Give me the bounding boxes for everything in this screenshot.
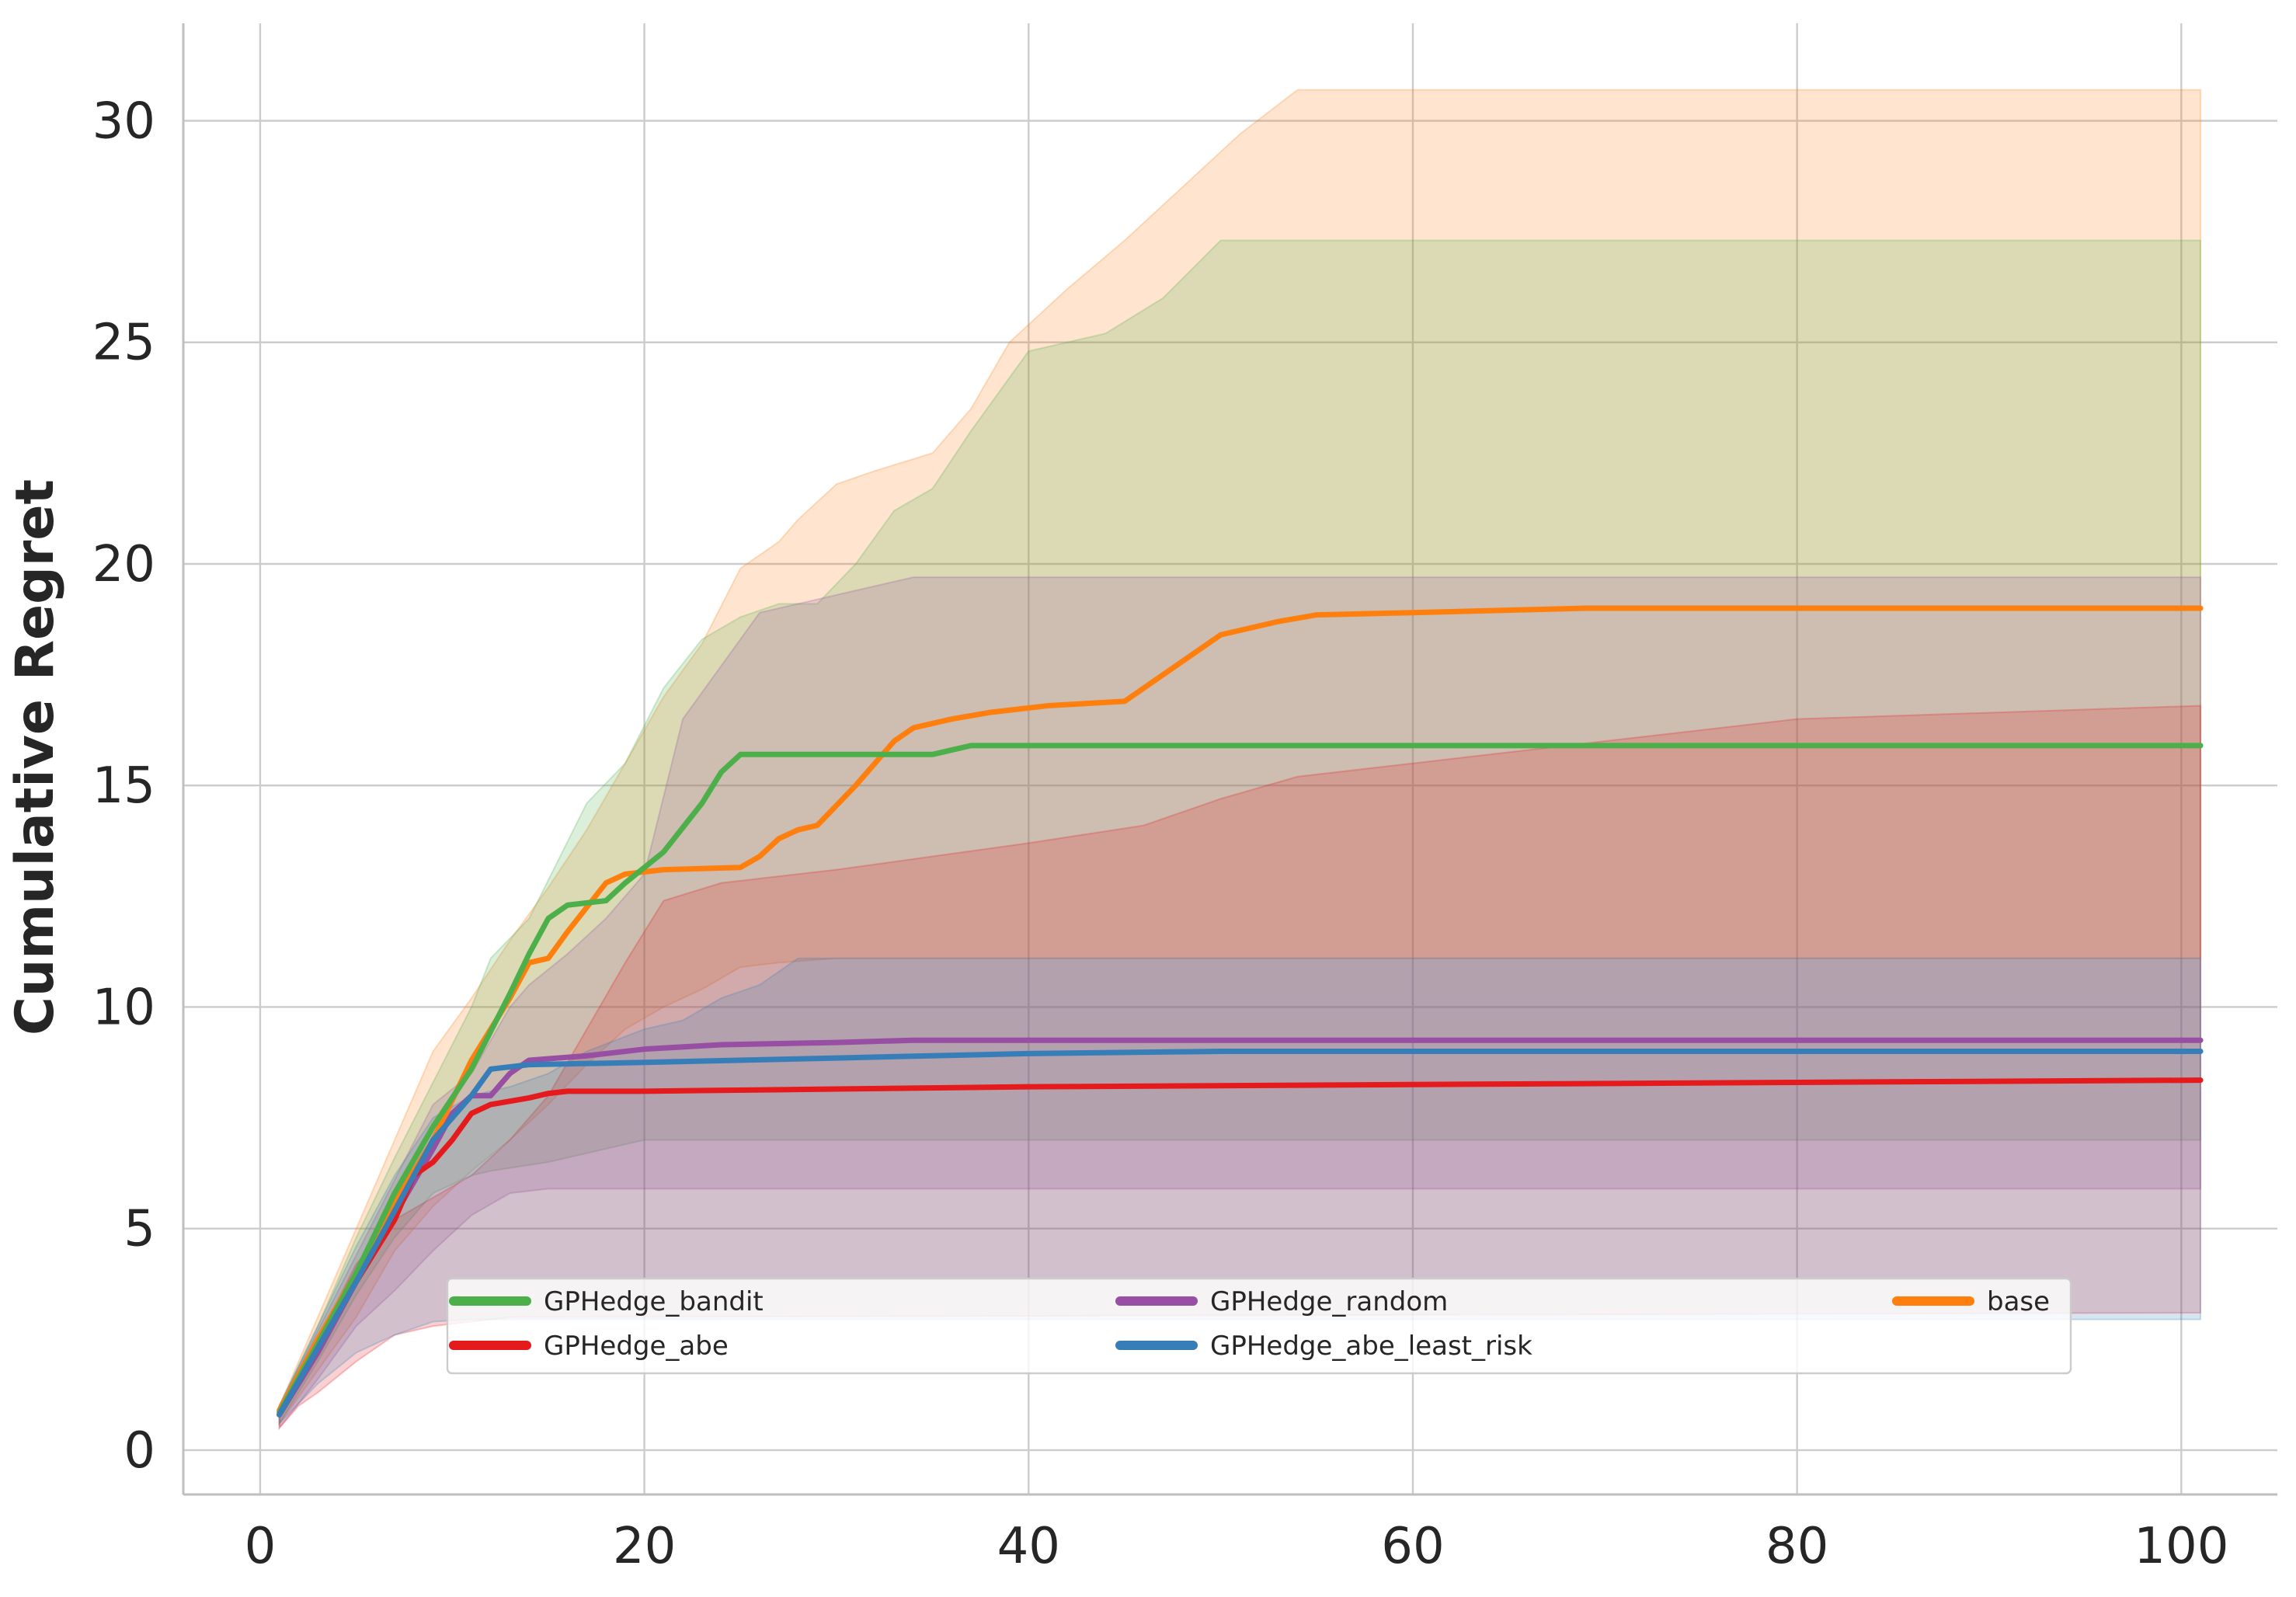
legend-label: base — [1987, 1286, 2050, 1317]
x-tick-label: 60 — [1381, 1518, 1444, 1575]
confidence-bands — [278, 89, 2202, 1431]
series-lines — [277, 605, 2204, 1418]
legend: GPHedge_bandit GPHedge_abe GPHedge_random G… — [446, 1277, 2072, 1375]
y-tick-label: 0 — [123, 1422, 155, 1480]
x-tick-label: 40 — [997, 1518, 1060, 1575]
band-base — [278, 89, 2202, 1426]
band-gphedge-random — [278, 576, 2202, 1431]
legend-item-gphedge-abe-least-risk: GPHedge_abe_least_risk — [1115, 1331, 1532, 1362]
y-axis-title: Cumulative Regret — [5, 479, 66, 1035]
line-gphedge-abe-least-risk — [277, 1049, 2204, 1418]
x-tick-label: 100 — [2134, 1518, 2228, 1575]
legend-label: GPHedge_abe — [544, 1331, 729, 1362]
legend-item-base: base — [1892, 1286, 2050, 1317]
y-tick-label: 30 — [92, 93, 155, 151]
line-gphedge-abe — [277, 1077, 2204, 1418]
x-tick-label: 80 — [1765, 1518, 1828, 1575]
y-tick-label: 10 — [92, 979, 155, 1036]
legend-label: GPHedge_abe_least_risk — [1210, 1331, 1532, 1362]
x-tick-label: 20 — [613, 1518, 676, 1575]
legend-label: GPHedge_random — [1210, 1286, 1448, 1317]
legend-box — [446, 1277, 2072, 1375]
legend-item-gphedge-random: GPHedge_random — [1115, 1286, 1448, 1317]
band-gphedge-bandit — [278, 239, 2202, 1427]
y-tick-label: 15 — [92, 757, 155, 815]
line-gphedge-bandit — [277, 743, 2204, 1415]
y-tick-label: 20 — [92, 536, 155, 593]
axes: 0 20 40 60 80 100 0 5 10 15 20 25 30 — [92, 23, 2277, 1575]
legend-label: GPHedge_bandit — [544, 1286, 764, 1317]
legend-item-gphedge-abe: GPHedge_abe — [449, 1331, 729, 1362]
x-tick-label: 0 — [245, 1518, 277, 1575]
legend-item-gphedge-bandit: GPHedge_bandit — [449, 1286, 764, 1317]
y-tick-label: 25 — [92, 315, 155, 372]
band-gphedge-abe — [278, 705, 2202, 1431]
y-tick-label: 5 — [123, 1201, 155, 1258]
grid — [183, 23, 2277, 1494]
